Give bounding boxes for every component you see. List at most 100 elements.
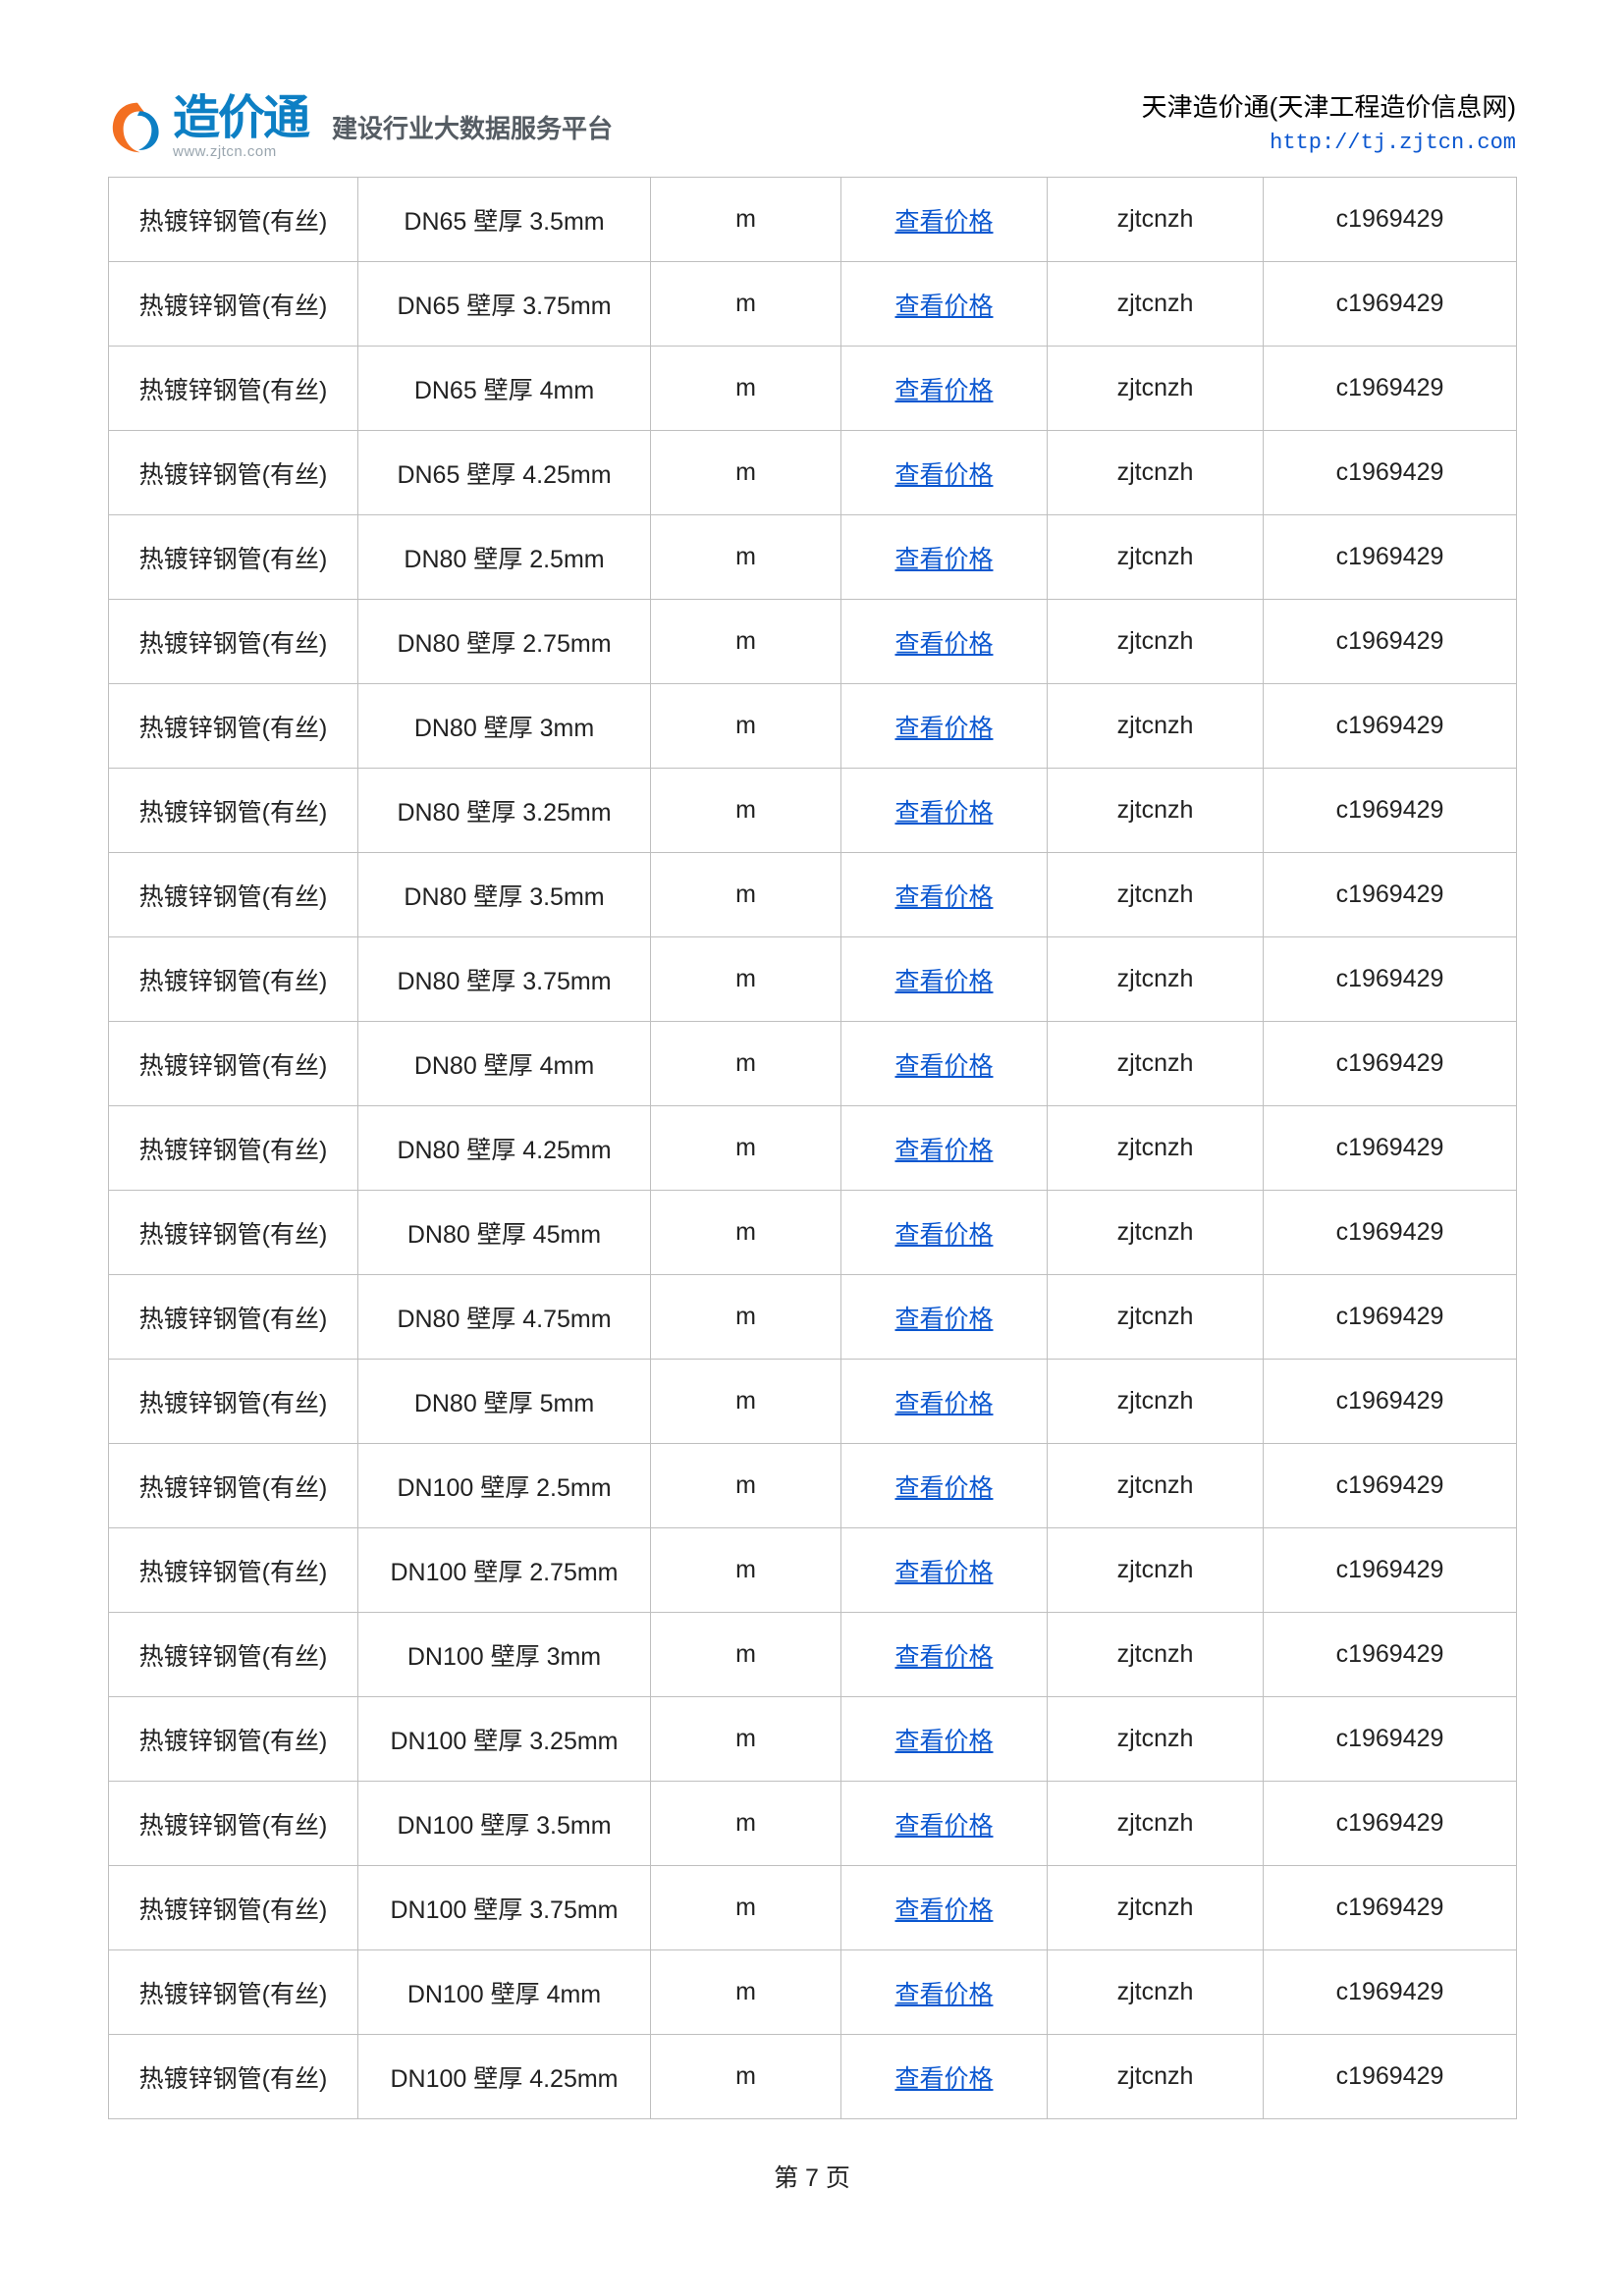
cell-price-link: 查看价格: [841, 1275, 1048, 1360]
cell-code1: zjtcnzh: [1048, 1697, 1264, 1782]
cell-code2: c1969429: [1264, 1360, 1517, 1444]
cell-product-name: 热镀锌钢管(有丝): [109, 937, 358, 1022]
view-price-link[interactable]: 查看价格: [894, 1306, 993, 1333]
cell-product-name: 热镀锌钢管(有丝): [109, 684, 358, 769]
view-price-link[interactable]: 查看价格: [894, 461, 993, 489]
cell-code1: zjtcnzh: [1048, 1782, 1264, 1866]
cell-price-link: 查看价格: [841, 769, 1048, 853]
cell-code2: c1969429: [1264, 1528, 1517, 1613]
cell-product-name: 热镀锌钢管(有丝): [109, 1106, 358, 1191]
cell-price-link: 查看价格: [841, 853, 1048, 937]
cell-code1: zjtcnzh: [1048, 262, 1264, 347]
cell-product-name: 热镀锌钢管(有丝): [109, 347, 358, 431]
cell-spec: DN65 壁厚 3.75mm: [358, 262, 651, 347]
cell-code1: zjtcnzh: [1048, 1866, 1264, 1950]
view-price-link[interactable]: 查看价格: [894, 799, 993, 827]
cell-code1: zjtcnzh: [1048, 769, 1264, 853]
cell-code1: zjtcnzh: [1048, 853, 1264, 937]
cell-unit: m: [651, 1444, 841, 1528]
view-price-link[interactable]: 查看价格: [894, 2065, 993, 2093]
cell-code2: c1969429: [1264, 1697, 1517, 1782]
view-price-link[interactable]: 查看价格: [894, 1728, 993, 1755]
view-price-link[interactable]: 查看价格: [894, 1812, 993, 1840]
view-price-link[interactable]: 查看价格: [894, 1981, 993, 2008]
cell-code2: c1969429: [1264, 1444, 1517, 1528]
cell-spec: DN80 壁厚 5mm: [358, 1360, 651, 1444]
cell-code2: c1969429: [1264, 1022, 1517, 1106]
view-price-link[interactable]: 查看价格: [894, 1896, 993, 1924]
table-row: 热镀锌钢管(有丝)DN65 壁厚 3.75mmm查看价格zjtcnzhc1969…: [109, 262, 1517, 347]
cell-code2: c1969429: [1264, 2035, 1517, 2119]
cell-code1: zjtcnzh: [1048, 1022, 1264, 1106]
cell-code2: c1969429: [1264, 769, 1517, 853]
table-row: 热镀锌钢管(有丝)DN80 壁厚 3.5mmm查看价格zjtcnzhc19694…: [109, 853, 1517, 937]
cell-unit: m: [651, 937, 841, 1022]
cell-spec: DN80 壁厚 45mm: [358, 1191, 651, 1275]
site-url[interactable]: http://tj.zjtcn.com: [1142, 127, 1516, 159]
cell-code2: c1969429: [1264, 431, 1517, 515]
view-price-link[interactable]: 查看价格: [894, 715, 993, 742]
cell-unit: m: [651, 684, 841, 769]
cell-unit: m: [651, 1613, 841, 1697]
view-price-link[interactable]: 查看价格: [894, 293, 993, 320]
cell-code1: zjtcnzh: [1048, 600, 1264, 684]
view-price-link[interactable]: 查看价格: [894, 1643, 993, 1671]
cell-price-link: 查看价格: [841, 2035, 1048, 2119]
cell-unit: m: [651, 1950, 841, 2035]
cell-code1: zjtcnzh: [1048, 2035, 1264, 2119]
view-price-link[interactable]: 查看价格: [894, 1052, 993, 1080]
cell-unit: m: [651, 178, 841, 262]
cell-unit: m: [651, 1782, 841, 1866]
cell-code2: c1969429: [1264, 1782, 1517, 1866]
cell-spec: DN100 壁厚 3.75mm: [358, 1866, 651, 1950]
view-price-link[interactable]: 查看价格: [894, 377, 993, 404]
cell-unit: m: [651, 1866, 841, 1950]
cell-price-link: 查看价格: [841, 1360, 1048, 1444]
cell-code1: zjtcnzh: [1048, 1528, 1264, 1613]
cell-price-link: 查看价格: [841, 1022, 1048, 1106]
site-logo: 造价通 www.zjtcn.com: [108, 95, 308, 159]
page-footer: 第 7 页: [108, 2159, 1516, 2194]
cell-product-name: 热镀锌钢管(有丝): [109, 1697, 358, 1782]
view-price-link[interactable]: 查看价格: [894, 208, 993, 236]
cell-product-name: 热镀锌钢管(有丝): [109, 1782, 358, 1866]
cell-product-name: 热镀锌钢管(有丝): [109, 1444, 358, 1528]
view-price-link[interactable]: 查看价格: [894, 630, 993, 658]
view-price-link[interactable]: 查看价格: [894, 546, 993, 573]
cell-product-name: 热镀锌钢管(有丝): [109, 431, 358, 515]
cell-unit: m: [651, 600, 841, 684]
view-price-link[interactable]: 查看价格: [894, 883, 993, 911]
price-table: 热镀锌钢管(有丝)DN65 壁厚 3.5mmm查看价格zjtcnzhc19694…: [108, 177, 1517, 2119]
cell-unit: m: [651, 1360, 841, 1444]
cell-unit: m: [651, 2035, 841, 2119]
cell-price-link: 查看价格: [841, 1613, 1048, 1697]
view-price-link[interactable]: 查看价格: [894, 1559, 993, 1586]
cell-code2: c1969429: [1264, 1191, 1517, 1275]
cell-product-name: 热镀锌钢管(有丝): [109, 2035, 358, 2119]
cell-product-name: 热镀锌钢管(有丝): [109, 1275, 358, 1360]
cell-spec: DN100 壁厚 4mm: [358, 1950, 651, 2035]
cell-price-link: 查看价格: [841, 347, 1048, 431]
view-price-link[interactable]: 查看价格: [894, 1390, 993, 1417]
view-price-link[interactable]: 查看价格: [894, 1137, 993, 1164]
header-right: 天津造价通(天津工程造价信息网) http://tj.zjtcn.com: [1142, 88, 1516, 159]
slogan: 建设行业大数据服务平台: [332, 109, 613, 145]
header-left: 造价通 www.zjtcn.com 建设行业大数据服务平台: [108, 95, 613, 159]
view-price-link[interactable]: 查看价格: [894, 1474, 993, 1502]
cell-product-name: 热镀锌钢管(有丝): [109, 1528, 358, 1613]
cell-product-name: 热镀锌钢管(有丝): [109, 1191, 358, 1275]
cell-code2: c1969429: [1264, 853, 1517, 937]
cell-spec: DN80 壁厚 4.75mm: [358, 1275, 651, 1360]
table-row: 热镀锌钢管(有丝)DN100 壁厚 3.25mmm查看价格zjtcnzhc196…: [109, 1697, 1517, 1782]
cell-unit: m: [651, 1191, 841, 1275]
table-row: 热镀锌钢管(有丝)DN80 壁厚 2.5mmm查看价格zjtcnzhc19694…: [109, 515, 1517, 600]
cell-spec: DN80 壁厚 4.25mm: [358, 1106, 651, 1191]
table-row: 热镀锌钢管(有丝)DN80 壁厚 4mmm查看价格zjtcnzhc1969429: [109, 1022, 1517, 1106]
view-price-link[interactable]: 查看价格: [894, 1221, 993, 1249]
cell-spec: DN100 壁厚 3mm: [358, 1613, 651, 1697]
cell-price-link: 查看价格: [841, 178, 1048, 262]
cell-code2: c1969429: [1264, 1106, 1517, 1191]
view-price-link[interactable]: 查看价格: [894, 968, 993, 995]
cell-price-link: 查看价格: [841, 600, 1048, 684]
page: 造价通 www.zjtcn.com 建设行业大数据服务平台 天津造价通(天津工程…: [0, 0, 1624, 2194]
